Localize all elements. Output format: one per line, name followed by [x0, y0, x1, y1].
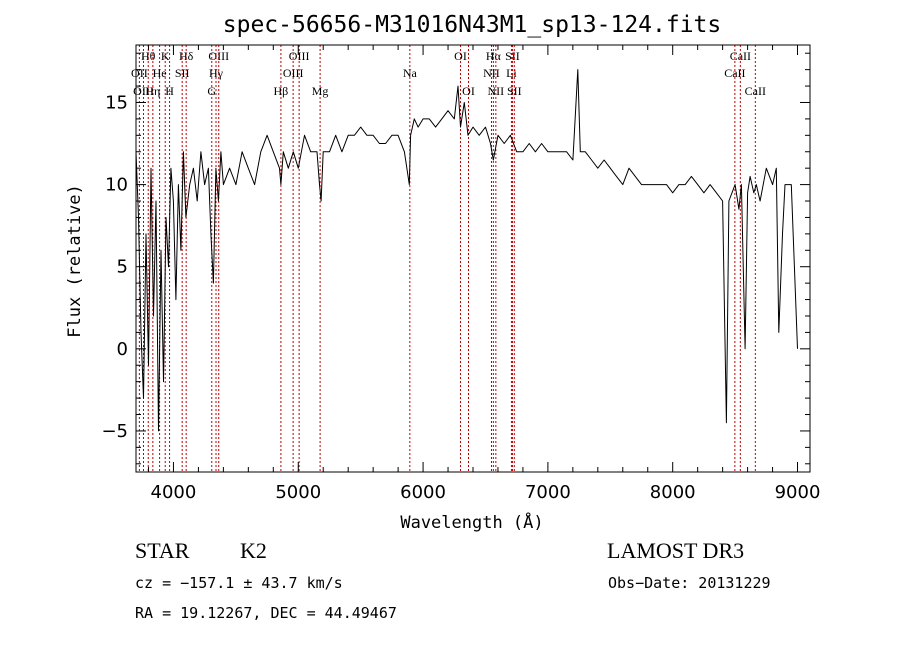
y-tick-label: 15 [105, 92, 128, 113]
line-label: OI [462, 84, 475, 98]
axis-ticks: 4000 5000 6000 7000 8000 9000 −5 0 5 10 15 [101, 45, 820, 503]
object-class: STAR [135, 538, 190, 563]
line-label: OIII [283, 66, 304, 80]
redshift-velocity: cz = −157.1 ± 43.7 km/s [135, 574, 343, 592]
line-label: SII [507, 84, 522, 98]
line-label: Hη [145, 84, 160, 98]
sky-coordinates: RA = 19.12267, DEC = 44.49467 [135, 604, 397, 622]
x-tick-label: 7000 [525, 482, 571, 503]
x-tick-label: 9000 [775, 482, 821, 503]
plot-frame [135, 44, 811, 473]
line-label: CaII [745, 84, 766, 98]
line-label: CaII [730, 49, 751, 63]
line-label: Na [403, 66, 418, 80]
y-tick-label: 0 [117, 339, 128, 360]
line-label: OIII [289, 49, 310, 63]
x-tick-label: 4000 [151, 482, 197, 503]
x-tick-label: 6000 [400, 482, 446, 503]
line-label: Hβ [274, 84, 289, 98]
y-axis-label: Flux (relative) [65, 184, 85, 338]
line-label: OII [131, 66, 148, 80]
line-label: Hδ [179, 49, 194, 63]
observation-date: Obs−Date: 20131229 [608, 574, 771, 592]
line-label: OIII [133, 84, 154, 98]
line-label: H [165, 84, 174, 98]
x-tick-label: 5000 [275, 482, 321, 503]
line-label: Mg [312, 84, 329, 98]
line-label: OI [454, 49, 467, 63]
line-label: He [153, 66, 167, 80]
y-tick-label: 5 [117, 257, 128, 278]
line-label: Hα [486, 49, 502, 63]
x-axis-label: Wavelength (Å) [400, 511, 543, 533]
line-label: SII [505, 49, 520, 63]
line-label: SII [175, 66, 190, 80]
line-label: CaII [724, 66, 745, 80]
line-label: Hθ [141, 49, 156, 63]
line-label: K [161, 49, 170, 63]
line-label: NII [488, 84, 505, 98]
chart-title: spec-56656-M31016N43M1_sp13-124.fits [223, 12, 722, 38]
y-tick-label: 10 [105, 175, 128, 196]
line-label: Hγ [209, 66, 224, 80]
spectrum-series [135, 69, 798, 432]
x-tick-label: 8000 [650, 482, 696, 503]
line-label: G [207, 84, 216, 98]
line-label: NII [483, 66, 500, 80]
y-tick-label: −5 [101, 421, 128, 442]
line-label: Li [506, 66, 517, 80]
object-subclass: K2 [240, 538, 267, 563]
line-label: OIII [208, 49, 229, 63]
survey-name: LAMOST DR3 [607, 538, 745, 563]
series-line [135, 69, 798, 432]
